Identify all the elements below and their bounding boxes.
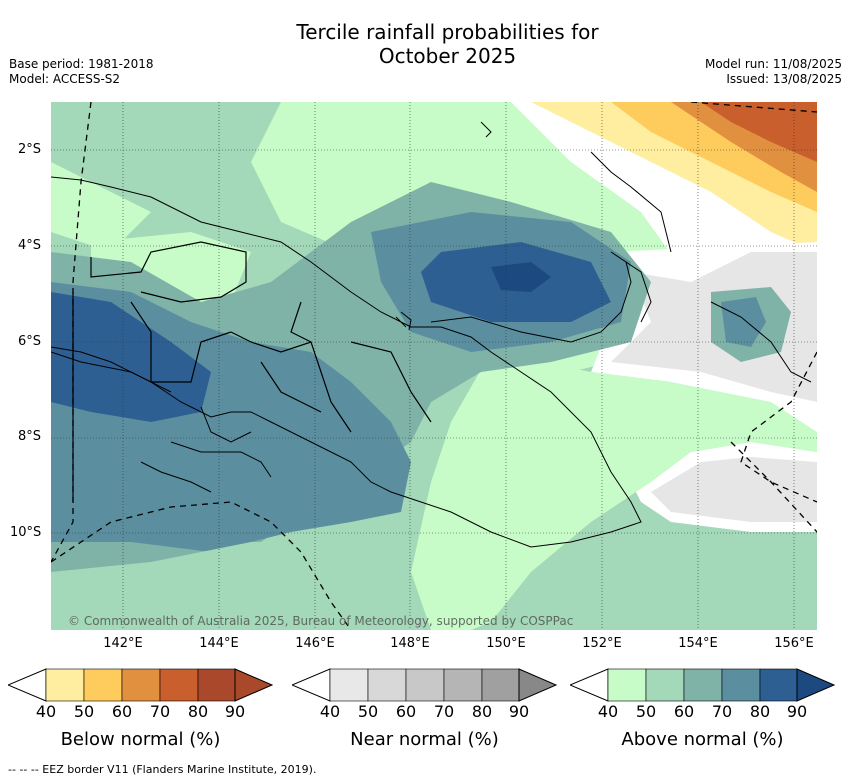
lon-label-154e: 154°E <box>678 636 718 651</box>
model-run: Model run: 11/08/2025 <box>704 57 842 71</box>
lon-label-146e: 146°E <box>295 636 335 651</box>
legend-title-near: Near normal (%) <box>350 729 499 750</box>
lon-label-152e: 152°E <box>582 636 622 651</box>
tick-above-80: 80 <box>749 702 771 721</box>
title-line-1: Tercile rainfall probabilities for <box>296 20 599 44</box>
eez-footnote: -- -- -- EEZ border V11 (Flanders Marine… <box>8 763 317 776</box>
legend-above-normal: 40 50 60 70 80 90 <box>570 668 835 722</box>
colorbar-above <box>570 668 835 702</box>
region-above-90 <box>491 262 551 292</box>
lat-label-6s: 6°S <box>18 334 42 349</box>
tick-above-50: 50 <box>635 702 657 721</box>
region-above-40-low <box>411 352 817 630</box>
region-above-80-a <box>51 292 211 422</box>
tick-below-40: 40 <box>35 702 57 721</box>
model-name: Model: ACCESS-S2 <box>9 72 121 86</box>
tick-near-60: 60 <box>395 702 417 721</box>
coastlines <box>51 121 812 548</box>
tick-near-70: 70 <box>433 702 455 721</box>
eez-borders <box>51 102 817 630</box>
tick-above-60: 60 <box>673 702 695 721</box>
legend-title-above: Above normal (%) <box>621 729 784 750</box>
tick-above-70: 70 <box>711 702 733 721</box>
copyright-notice: © Commonwealth of Australia 2025, Bureau… <box>68 614 574 628</box>
tick-near-80: 80 <box>471 702 493 721</box>
tick-below-60: 60 <box>111 702 133 721</box>
tick-below-70: 70 <box>149 702 171 721</box>
tick-above-90: 90 <box>786 702 808 721</box>
tick-above-40: 40 <box>597 702 619 721</box>
colorbar-near <box>292 668 557 702</box>
region-above-40-sw <box>51 542 411 630</box>
lon-label-156e: 156°E <box>774 636 814 651</box>
tick-below-80: 80 <box>187 702 209 721</box>
lat-label-2s: 2°S <box>18 142 42 157</box>
base-period: Base period: 1981-2018 <box>9 57 154 71</box>
region-above-80-c <box>721 297 766 347</box>
legend-below-normal: 40 50 60 70 80 90 <box>8 668 273 722</box>
lon-label-148e: 148°E <box>390 636 430 651</box>
meta-right: Model run: 11/08/2025 Issued: 13/08/2025 <box>705 57 842 87</box>
tick-near-50: 50 <box>357 702 379 721</box>
colorbar-below <box>8 668 273 702</box>
region-near-40-d <box>651 457 817 522</box>
tick-below-50: 50 <box>73 702 95 721</box>
title-line-2: October 2025 <box>378 44 517 68</box>
region-below-70 <box>701 102 817 162</box>
tick-below-90: 90 <box>224 702 246 721</box>
region-above-40-left <box>51 162 151 252</box>
lat-label-4s: 4°S <box>18 238 42 253</box>
lon-label-142e: 142°E <box>103 636 143 651</box>
meta-left: Base period: 1981-2018 Model: ACCESS-S2 <box>9 57 154 87</box>
legend-near-normal: 40 50 60 70 80 90 <box>292 668 557 722</box>
lat-label-10s: 10°S <box>10 525 42 540</box>
probability-map <box>51 102 817 630</box>
map-title: Tercile rainfall probabilities for Octob… <box>0 20 850 68</box>
lat-label-8s: 8°S <box>18 429 42 444</box>
tick-near-40: 40 <box>319 702 341 721</box>
legend-title-below: Below normal (%) <box>60 729 221 750</box>
lon-label-150e: 150°E <box>486 636 526 651</box>
tick-near-90: 90 <box>508 702 530 721</box>
lon-label-144e: 144°E <box>199 636 239 651</box>
issued-date: Issued: 13/08/2025 <box>726 72 842 86</box>
